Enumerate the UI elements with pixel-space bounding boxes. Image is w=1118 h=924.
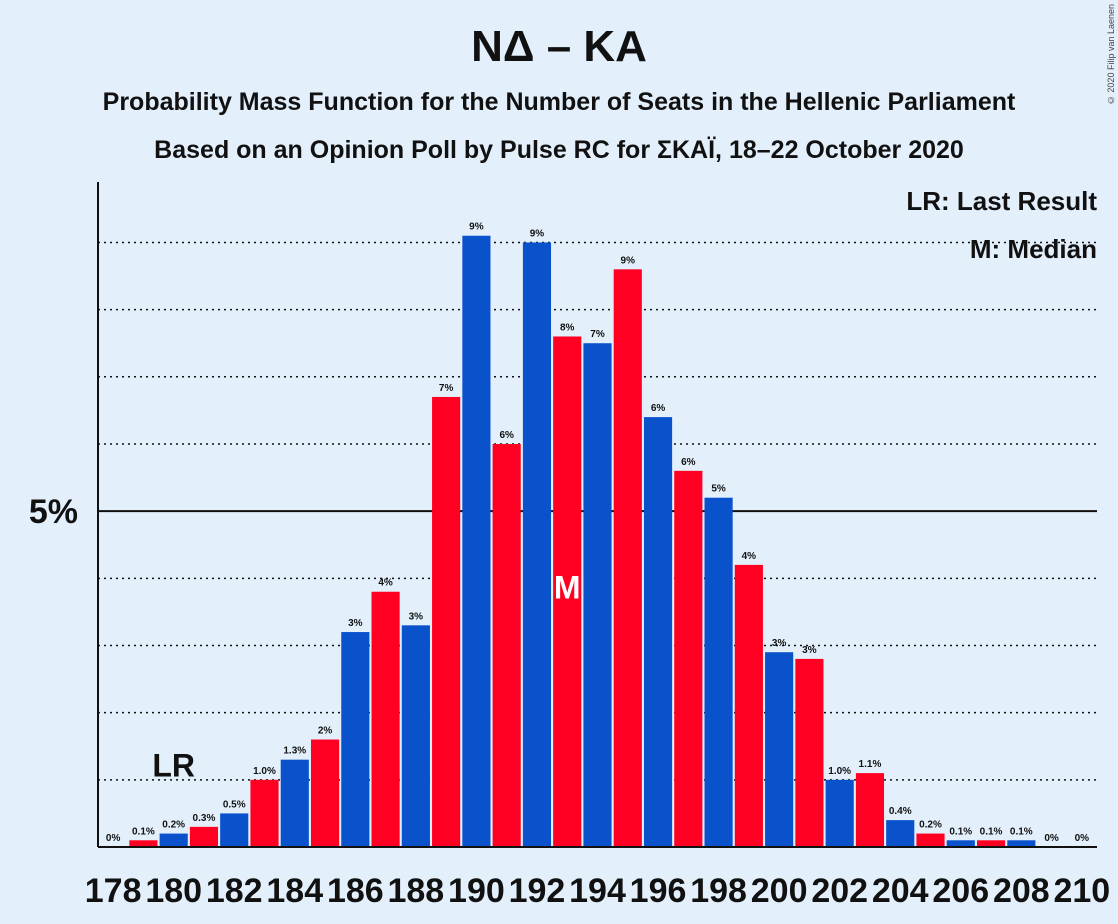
x-tick-labels: 178 180 182 184 186 188 190 192 194 196 198 200 202 2… [85,872,1110,910]
data-label-seat-186: 3% [348,618,363,629]
x-tick-label-210: 210 [1053,872,1110,910]
bar-seat-207 [976,840,1006,847]
data-label-seat-208: 0.1% [1010,826,1033,837]
bar-seat-192 [522,242,552,848]
bar-seat-188 [401,625,430,847]
data-label-seat-187: 4% [378,578,393,589]
data-label-seat-203: 1.1% [859,759,882,770]
last-result-marker: LR [152,747,195,783]
data-label-seat-200: 3% [772,638,787,649]
x-tick-label-192: 192 [509,872,566,910]
bar-seat-199 [734,564,763,847]
bar-seat-184 [280,759,309,847]
chart-title: ΝΔ – ΚΑ [471,22,647,71]
bar-seat-198 [704,497,733,847]
data-label-seat-199: 4% [742,551,757,562]
data-label-seat-206: 0.1% [949,826,972,837]
bar-seat-202 [825,779,854,847]
data-label-seat-185: 2% [318,726,333,737]
data-label-seat-192: 9% [530,228,545,239]
bar-seat-197 [674,470,703,847]
data-label-seat-201: 3% [802,645,817,656]
data-label-seat-207: 0.1% [980,826,1003,837]
x-tick-label-178: 178 [85,872,142,910]
bar-seat-187 [371,591,400,847]
bar-seat-191 [492,443,521,847]
data-label-seat-196: 6% [651,403,666,414]
x-tick-label-206: 206 [932,872,989,910]
x-tick-label-184: 184 [266,872,323,910]
bar-seat-196 [643,417,673,847]
data-label-seat-210: 0% [1075,833,1090,844]
bar-seat-185 [310,739,340,847]
x-tick-label-194: 194 [569,872,626,910]
data-label-seat-190: 9% [469,222,484,233]
x-tick-label-186: 186 [327,872,384,910]
bar-seat-208 [1007,840,1036,847]
data-label-seat-182: 0.5% [223,799,246,810]
chart-subtitle-2: Based on an Opinion Poll by Pulse RC for… [154,136,964,164]
data-label-seat-180: 0.2% [162,820,185,831]
legend-entry: M: Median [970,234,1097,264]
x-tick-label-204: 204 [872,872,929,910]
data-label-seat-202: 1.0% [828,766,851,777]
bar-seat-179 [129,840,158,847]
bar-seat-181 [189,826,219,847]
data-label-seat-179: 0.1% [132,826,155,837]
x-tick-label-200: 200 [751,872,808,910]
bar-seat-203 [855,773,885,847]
data-label-seat-209: 0% [1044,833,1059,844]
bar-seat-186 [341,632,370,847]
axes: 5% [29,182,1097,848]
bar-seat-190 [462,235,491,848]
y-tick-label: 5% [29,493,78,531]
bar-seat-194 [583,343,612,847]
bar-seat-189 [432,396,461,847]
data-label-seat-193: 8% [560,322,575,333]
x-tick-label-198: 198 [690,872,747,910]
x-tick-label-196: 196 [630,872,687,910]
data-label-seat-197: 6% [681,457,696,468]
bar-seat-205 [916,833,945,847]
bars [129,235,1036,848]
bar-seat-204 [886,820,915,847]
data-label-seat-204: 0.4% [889,806,912,817]
x-tick-label-188: 188 [387,872,444,910]
data-label-seat-183: 1.0% [253,766,276,777]
data-label-seat-191: 6% [499,430,514,441]
x-tick-label-182: 182 [206,872,263,910]
bar-seat-182 [220,813,249,847]
bar-seat-180 [159,833,188,847]
data-label-seat-188: 3% [409,611,424,622]
data-label-seat-184: 1.3% [283,746,306,757]
data-labels: 0% 0.1% 0.2% 0.3% 0.5% 1.0% 1.3% 2% 3% 4% 3% 7% 9% 6%… [106,222,1089,844]
legend: LR: Last Result M: Median [906,186,1097,264]
legend-entry: LR: Last Result [906,186,1097,216]
bar-seat-195 [613,269,642,847]
data-label-seat-178: 0% [106,833,121,844]
median-marker: M [554,569,581,605]
bar-seat-201 [795,658,824,847]
data-label-seat-205: 0.2% [919,820,942,831]
chart-subtitle-1: Probability Mass Function for the Number… [102,88,1016,116]
bar-seat-193 [553,336,582,847]
data-label-seat-194: 7% [590,329,605,340]
x-tick-label-190: 190 [448,872,505,910]
bar-seat-183 [250,779,279,847]
data-label-seat-198: 5% [711,484,726,495]
bar-seat-206 [946,840,975,847]
bar-seat-200 [765,652,794,847]
x-tick-label-180: 180 [145,872,202,910]
data-label-seat-189: 7% [439,383,454,394]
x-tick-label-208: 208 [993,872,1050,910]
data-label-seat-195: 9% [621,255,636,266]
x-tick-label-202: 202 [811,872,868,910]
data-label-seat-181: 0.3% [193,813,216,824]
